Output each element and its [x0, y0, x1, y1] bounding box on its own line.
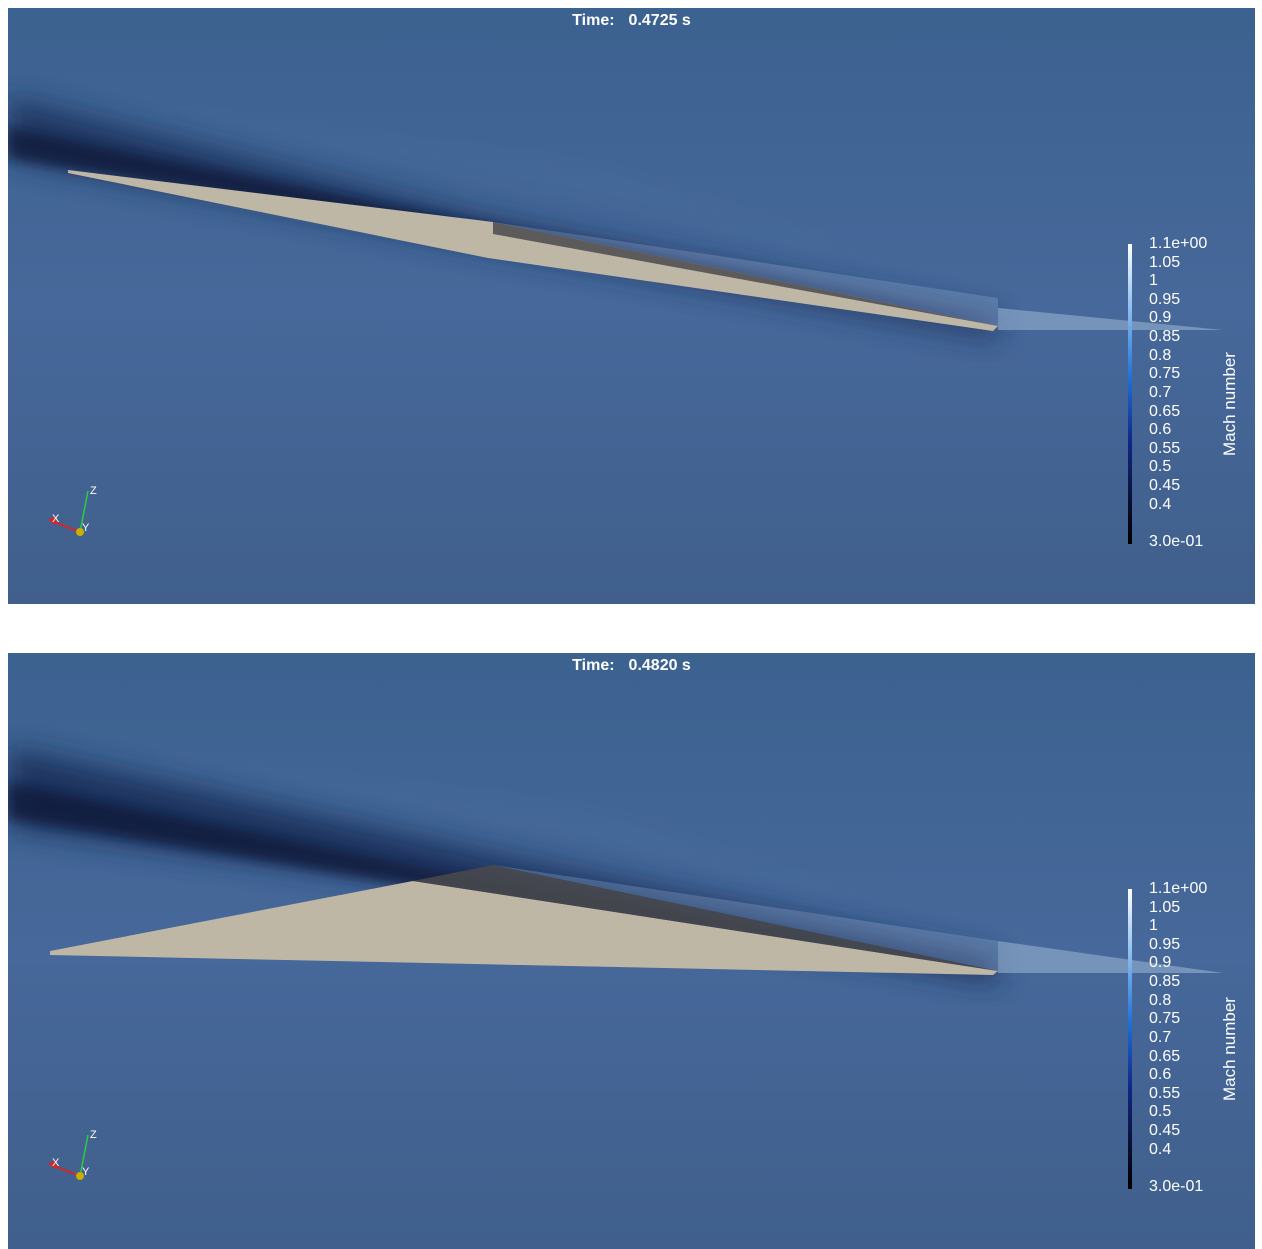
colorbar-tick: 0.75	[1149, 365, 1181, 382]
colorbar-title: Mach number	[1220, 352, 1239, 456]
colorbar-tick: 0.6	[1149, 1066, 1172, 1083]
colorbar-tick: 0.65	[1149, 403, 1181, 420]
colorbar-tick: 0.9	[1149, 309, 1172, 326]
render-view-2[interactable]: Time: 0.4820 s Z X Y 1.1e+00 1.05 1 0.95 …	[8, 653, 1255, 1249]
time-prefix: Time:	[572, 657, 615, 674]
colorbar-gradient	[1128, 244, 1132, 544]
render-view-1[interactable]: Time: 0.4725 s Z X Y 1.1e+00 1.05 1 0.95 …	[8, 8, 1255, 604]
colorbar-tick: 0.4	[1149, 1141, 1172, 1158]
time-value: 0.4725 s	[628, 12, 691, 29]
colorbar-tick: 1	[1149, 917, 1158, 934]
axis-label-y: Y	[82, 522, 90, 534]
colorbar-tick: 0.45	[1149, 477, 1181, 494]
colorbar-tick: 0.8	[1149, 347, 1172, 364]
transparent-plane	[998, 941, 1223, 973]
colorbar-title: Mach number	[1220, 997, 1239, 1101]
colorbar-tick: 0.65	[1149, 1048, 1181, 1065]
colorbar-tick: 0.75	[1149, 1010, 1181, 1027]
time-prefix: Time:	[572, 12, 615, 29]
wing-surface	[68, 170, 998, 331]
axes-triad-icon	[48, 1134, 89, 1180]
axis-label-x: X	[52, 1157, 60, 1169]
colorbar-tick: 0.5	[1149, 1103, 1172, 1120]
colorbar-tick: 0.9	[1149, 954, 1172, 971]
colorbar-tick: 0.95	[1149, 936, 1181, 953]
axis-label-z: Z	[90, 1129, 97, 1141]
flow-field-scene-2	[8, 653, 1255, 1249]
colorbar-tick: 0.6	[1149, 421, 1172, 438]
colorbar-tick: 1	[1149, 272, 1158, 289]
colorbar-tick: 0.55	[1149, 1085, 1181, 1102]
flow-field-scene-1	[8, 8, 1255, 604]
wing-surface	[50, 881, 998, 975]
colorbar-tick: 0.85	[1149, 328, 1181, 345]
colorbar-tick: 1.05	[1149, 899, 1181, 916]
axis-label-y: Y	[82, 1166, 90, 1178]
transparent-plane	[998, 308, 1223, 330]
colorbar-tick: 0.85	[1149, 973, 1181, 990]
colorbar-min-label: 3.0e-01	[1149, 1178, 1204, 1195]
axis-label-x: X	[52, 513, 60, 525]
time-value: 0.4820 s	[628, 657, 691, 674]
colorbar-tick: 0.7	[1149, 1029, 1172, 1046]
colorbar-tick: 0.8	[1149, 992, 1172, 1009]
colorbar-max-label: 1.1e+00	[1149, 880, 1208, 897]
colorbar-tick: 0.7	[1149, 384, 1172, 401]
colorbar-tick: 1.05	[1149, 254, 1181, 271]
colorbar-gradient	[1128, 889, 1132, 1189]
time-annotation: Time: 0.4725 s	[8, 12, 1255, 30]
colorbar-tick: 0.45	[1149, 1122, 1181, 1139]
axes-triad-icon	[48, 490, 89, 536]
colorbar-tick: 0.55	[1149, 440, 1181, 457]
colorbar-tick: 0.4	[1149, 496, 1172, 513]
time-annotation: Time: 0.4820 s	[8, 657, 1255, 675]
colorbar-tick: 0.95	[1149, 291, 1181, 308]
colorbar-max-label: 1.1e+00	[1149, 235, 1208, 252]
colorbar-min-label: 3.0e-01	[1149, 533, 1204, 550]
colorbar-tick: 0.5	[1149, 458, 1172, 475]
axis-label-z: Z	[90, 485, 97, 497]
